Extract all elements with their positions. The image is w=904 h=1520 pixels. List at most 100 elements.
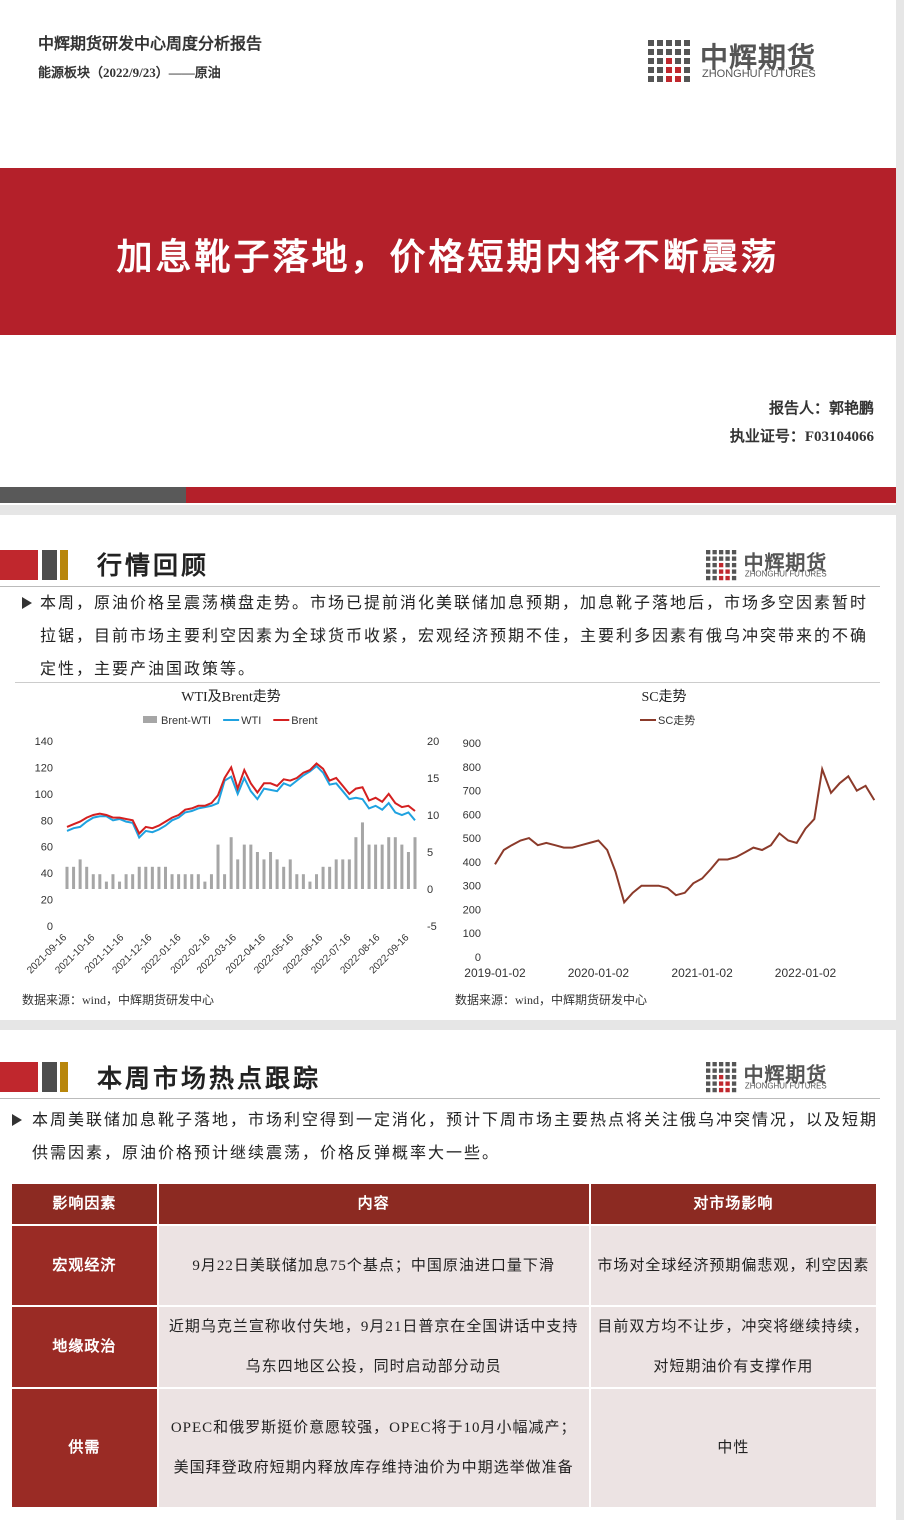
section-title: 本周市场热点跟踪: [97, 1066, 322, 1093]
bar: [341, 859, 345, 889]
bar: [118, 881, 122, 889]
logo-name-en: ZHONGHUI FUTURES: [744, 1082, 827, 1091]
bar: [315, 874, 319, 889]
bar-red: [186, 487, 896, 503]
table-cell: OPEC和俄罗斯挺价意愿较强，OPEC将于10月小幅减产； 美国拜登政府短期内释放…: [156, 1387, 591, 1509]
bar: [131, 874, 135, 889]
chart: 0 100 200 300 400 500 600 700 800 900 2019-01-02 20…: [448, 706, 892, 988]
bar: [124, 874, 128, 889]
bar: [236, 859, 240, 889]
logo-name-en: ZHONGHUI FUTURES: [702, 68, 816, 80]
bar: [380, 844, 384, 889]
table-cell: 9月22日美联储加息75个基点；中国原油进口量下滑: [156, 1224, 591, 1307]
bar: [170, 874, 174, 889]
logo-square: [648, 76, 654, 82]
logo-square: [706, 550, 711, 555]
paragraph: 本周，原油价格呈震荡横盘走势。市场已提前消化美联储加息预期，加息靴子落地后，市场…: [40, 595, 869, 678]
logo-square: [657, 76, 663, 82]
logo-square: [706, 569, 711, 574]
y2-tick-label: 15: [427, 773, 439, 785]
bar: [255, 852, 259, 889]
logo-square: [657, 67, 663, 73]
logo-square: [718, 1068, 724, 1073]
x-tick-label: 2022-01-02: [775, 966, 837, 980]
logo-square: [706, 1087, 711, 1093]
logo-square: [706, 556, 711, 561]
cover-title: 加息靴子落地，价格短期内将不断震荡: [116, 237, 780, 277]
logo-square: [712, 562, 717, 568]
license: 执业证号：F03104066: [729, 429, 874, 445]
row-label: 宏观经济: [10, 1224, 159, 1307]
logo-square: [718, 562, 724, 568]
logo: 中辉期货 ZHONGHUI FUTURES: [648, 40, 816, 84]
logo-square: [731, 562, 737, 568]
bar: [360, 822, 364, 889]
table-row: 地缘政治 近期乌克兰宣称收付失地，9月21日普京在全国讲话中支持乌东四地区公投，同…: [10, 1305, 879, 1389]
bar: [177, 874, 181, 889]
chart: 020406080100120140-5051015202021-09-1620…: [15, 706, 447, 988]
bar: [216, 844, 220, 889]
bar: [406, 852, 410, 889]
logo-square: [648, 49, 654, 55]
logo-square: [731, 1081, 737, 1086]
chart-title: WTI及Brent走势: [181, 690, 281, 705]
y2-tick-label: 0: [427, 884, 433, 896]
y2-tick-label: 20: [427, 736, 439, 748]
logo-square: [684, 67, 690, 73]
deco: [60, 550, 68, 580]
x-tick-label: 2019-01-02: [464, 966, 526, 980]
y-tick-label: 60: [41, 842, 53, 854]
bar: [190, 874, 194, 889]
bar: [242, 844, 246, 889]
logo-square: [712, 550, 717, 555]
title-band: [0, 168, 896, 335]
bar: [91, 874, 95, 889]
y-tick-label: 40: [41, 868, 53, 880]
legend-label: Brent: [291, 715, 317, 727]
bar-grey: [0, 487, 186, 503]
bar: [196, 874, 200, 889]
logo-square: [725, 1087, 730, 1093]
logo-square: [666, 49, 672, 55]
logo-square: [731, 556, 737, 561]
bar: [321, 866, 325, 889]
paragraph: 本周美联储加息靴子落地，市场利空得到一定消化，预计下周市场主要热点将关注俄乌冲突…: [32, 1112, 879, 1162]
bar: [137, 866, 141, 889]
logo-square: [675, 58, 681, 64]
y-tick-label: 300: [463, 881, 481, 893]
bar: [367, 844, 371, 889]
legend-label: Brent-WTI: [161, 715, 211, 727]
section-title: 行情回顾: [97, 553, 210, 580]
logo: 中辉期货 ZHONGHUI FUTURES: [706, 550, 827, 582]
deco: [0, 550, 38, 580]
logo-square: [731, 550, 737, 555]
logo-square: [718, 1081, 724, 1086]
series-line: [66, 762, 416, 836]
logo-square: [675, 67, 681, 73]
logo-square: [725, 550, 730, 555]
logo-square: [712, 1087, 717, 1093]
bar: [282, 866, 286, 889]
chart-source: 数据来源：wind，中辉期货研发中心: [22, 993, 215, 1007]
x-tick-label: 2020-01-02: [568, 966, 630, 980]
logo-square: [684, 76, 690, 82]
logo-square: [706, 1062, 711, 1067]
logo-square: [712, 569, 717, 574]
bar: [229, 837, 233, 889]
logo-square: [684, 40, 690, 46]
series-line: [66, 764, 416, 840]
logo-square: [731, 1068, 737, 1073]
logo-square: [725, 1068, 730, 1073]
bar: [65, 866, 69, 889]
legend-label: WTI: [241, 715, 261, 727]
bar: [203, 881, 207, 889]
reporter: 报告人：郭艳鹏: [768, 401, 874, 417]
logo: 中辉期货 ZHONGHUI FUTURES: [706, 1062, 827, 1094]
y-tick-label: 0: [47, 921, 53, 933]
logo-square: [657, 49, 663, 55]
rule: [15, 682, 880, 683]
table-cell-line: 美国拜登政府短期内释放库存维持油价为中期选举做准备: [173, 1460, 574, 1476]
row-label: 供需: [10, 1387, 159, 1509]
y-tick-label: 400: [463, 857, 481, 869]
